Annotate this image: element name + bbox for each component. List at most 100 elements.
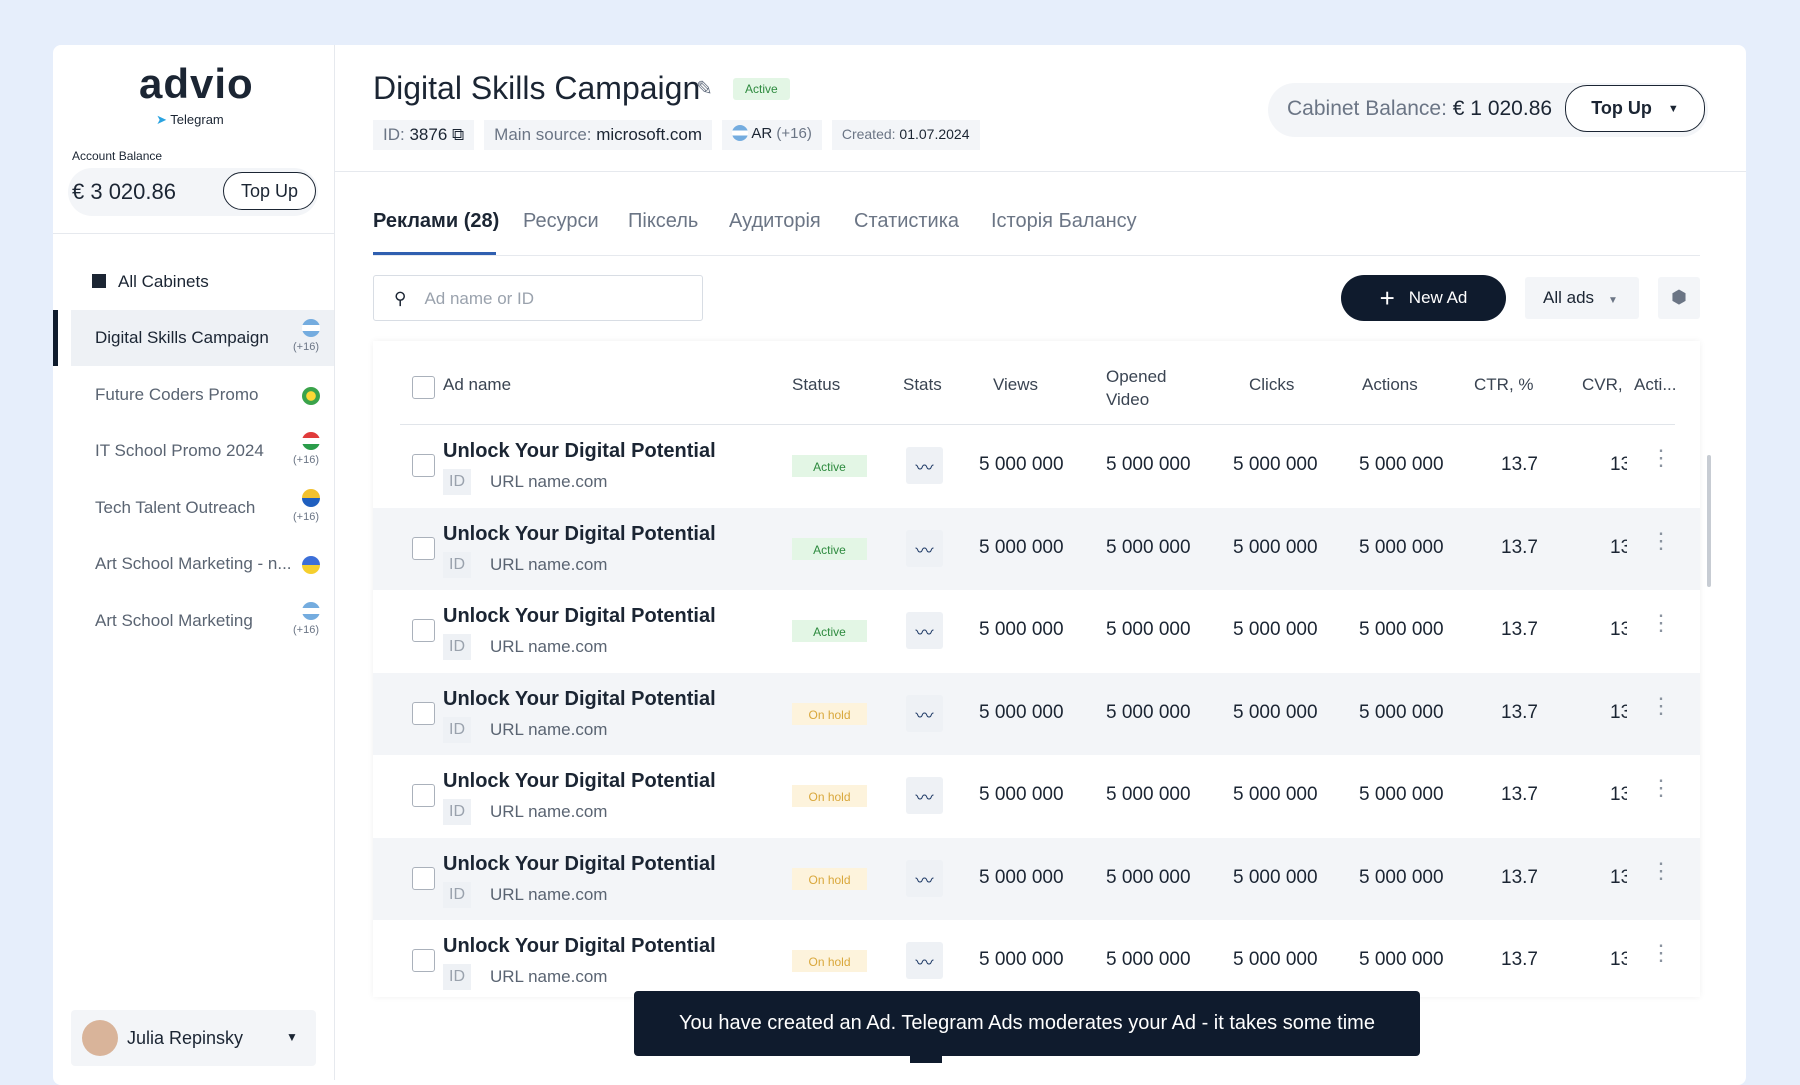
checkbox[interactable]: [412, 701, 435, 725]
ad-name[interactable]: Unlock Your Digital Potential: [443, 522, 716, 545]
table-row[interactable]: Unlock Your Digital Potential ID URL name.…: [373, 425, 1700, 508]
row-menu[interactable]: ⋮: [1650, 445, 1672, 470]
header-divider: [400, 424, 1675, 425]
source-value: microsoft.com: [596, 125, 703, 144]
edit-icon[interactable]: ✎: [696, 78, 713, 100]
stats-button[interactable]: 〰: [906, 529, 943, 567]
sidebar-divider: [334, 45, 335, 1080]
tab[interactable]: Піксель: [628, 210, 699, 232]
cabinet-flag: [302, 319, 320, 337]
cabinet-name[interactable]: IT School Promo 2024: [95, 441, 264, 460]
status-badge: Active: [792, 455, 867, 477]
table-row[interactable]: Unlock Your Digital Potential ID URL name.…: [373, 920, 1700, 997]
metric-clicks: 5 000 000: [1233, 866, 1318, 888]
stats-button[interactable]: 〰: [906, 447, 943, 484]
column-header[interactable]: Ad name: [443, 375, 512, 394]
checkbox[interactable]: [412, 784, 435, 807]
metric-views: 5 000 000: [979, 784, 1064, 805]
metric-opened: 5 000 000: [1106, 454, 1191, 475]
column-header[interactable]: Status: [792, 375, 841, 394]
stats-button[interactable]: 〰: [906, 942, 943, 979]
column-header[interactable]: Views: [993, 375, 1039, 394]
metric-views: 5 000 000: [979, 866, 1064, 888]
metric-views: 5 000 000: [979, 949, 1064, 970]
checkbox[interactable]: [412, 619, 435, 642]
top-up-button[interactable]: Top Up: [223, 172, 316, 210]
cabinet-extra: (+16): [293, 623, 319, 636]
ad-name[interactable]: Unlock Your Digital Potential: [443, 605, 716, 627]
search-box[interactable]: ⚲ Ad name or ID: [373, 275, 703, 321]
table-row[interactable]: Unlock Your Digital Potential ID URL name.…: [373, 507, 1700, 590]
created-label: Created:: [841, 126, 896, 142]
tab[interactable]: Історія Балансу: [991, 210, 1137, 232]
table-row[interactable]: Unlock Your Digital Potential ID URL name.…: [373, 672, 1700, 755]
metric-opened: 5 000 000: [1106, 866, 1191, 888]
logo: advio: [139, 60, 254, 107]
metric-cvr: 13.7: [1610, 866, 1627, 888]
ad-name[interactable]: Unlock Your Digital Potential: [443, 935, 716, 957]
column-header[interactable]: CTR, %: [1474, 375, 1534, 394]
ad-id: ID: [443, 716, 471, 743]
ad-url: URL name.com: [490, 637, 608, 656]
ad-url: URL name.com: [490, 719, 608, 739]
cabinet-flag: [302, 488, 320, 507]
status-badge: On hold: [792, 702, 867, 725]
geo: AR: [751, 125, 773, 142]
cabinet-name[interactable]: Tech Talent Outreach: [95, 497, 256, 517]
stats-button[interactable]: 〰: [906, 777, 943, 814]
tab[interactable]: Статистика: [854, 210, 960, 232]
metric-actions: 5 000 000: [1359, 701, 1444, 723]
ad-url: URL name.com: [490, 802, 608, 821]
new-ad-label: New Ad: [1408, 288, 1468, 307]
checkbox[interactable]: [412, 454, 435, 477]
tab[interactable]: Реклами (28): [373, 210, 500, 232]
settings-button[interactable]: ⬢: [1658, 277, 1700, 319]
metric-ctr: 13.7: [1501, 536, 1538, 558]
stats-button[interactable]: 〰: [906, 694, 943, 732]
row-menu[interactable]: ⋮: [1650, 775, 1672, 800]
metric-cvr: 13.7: [1610, 784, 1627, 805]
checkbox[interactable]: [412, 866, 435, 890]
balance: € 3 020.86: [72, 179, 176, 204]
tab[interactable]: Аудиторія: [729, 210, 821, 232]
cabinet-top-up[interactable]: Top Up ▼: [1565, 85, 1705, 132]
stats-button[interactable]: 〰: [906, 859, 943, 897]
checkbox[interactable]: [412, 536, 435, 560]
cabinet-name[interactable]: Art School Marketing - n...: [95, 554, 292, 573]
ad-name[interactable]: Unlock Your Digital Potential: [443, 687, 716, 710]
ad-name[interactable]: Unlock Your Digital Potential: [443, 440, 716, 462]
status-badge: On hold: [792, 950, 867, 972]
source-label: Main source:: [494, 125, 592, 144]
all-cabinets[interactable]: All Cabinets: [92, 272, 209, 292]
ad-name[interactable]: Unlock Your Digital Potential: [443, 852, 716, 875]
meta-row: ID: 3876 ⧉ Main source: microsoft.com AR…: [373, 120, 980, 150]
metric-opened: 5 000 000: [1106, 536, 1191, 558]
stats-button[interactable]: 〰: [906, 612, 943, 649]
cabinet-name[interactable]: Digital Skills Campaign: [95, 328, 269, 347]
cabinet-name[interactable]: Art School Marketing: [95, 610, 253, 630]
new-ad-button[interactable]: + New Ad: [1341, 275, 1506, 321]
tab[interactable]: Ресурси: [523, 210, 599, 232]
row-menu[interactable]: ⋮: [1650, 692, 1672, 718]
row-menu[interactable]: ⋮: [1650, 857, 1672, 883]
cabinet-name[interactable]: Future Coders Promo: [95, 384, 259, 404]
table-row[interactable]: Unlock Your Digital Potential ID URL name.…: [373, 837, 1700, 920]
metric-views: 5 000 000: [979, 701, 1064, 723]
checkbox[interactable]: [412, 949, 435, 972]
cabinet-extra: (+16): [293, 510, 319, 523]
table-row[interactable]: Unlock Your Digital Potential ID URL name.…: [373, 590, 1700, 673]
checkbox[interactable]: [412, 376, 435, 399]
row-menu[interactable]: ⋮: [1650, 610, 1672, 635]
column-header[interactable]: Opened Video: [1106, 367, 1167, 409]
tabs-divider: [373, 255, 1700, 256]
table-row[interactable]: Unlock Your Digital Potential ID URL name.…: [373, 755, 1700, 838]
all-cabinets-label: All Cabinets: [118, 272, 209, 291]
ad-name[interactable]: Unlock Your Digital Potential: [443, 770, 716, 792]
filter[interactable]: All ads ▼: [1525, 277, 1639, 319]
status-badge: On hold: [792, 785, 867, 807]
column-header[interactable]: Actions: [1362, 375, 1418, 394]
cabinet-flag: [302, 556, 320, 574]
row-menu[interactable]: ⋮: [1650, 527, 1672, 553]
column-header[interactable]: Clicks: [1249, 375, 1295, 394]
row-menu[interactable]: ⋮: [1650, 940, 1672, 965]
